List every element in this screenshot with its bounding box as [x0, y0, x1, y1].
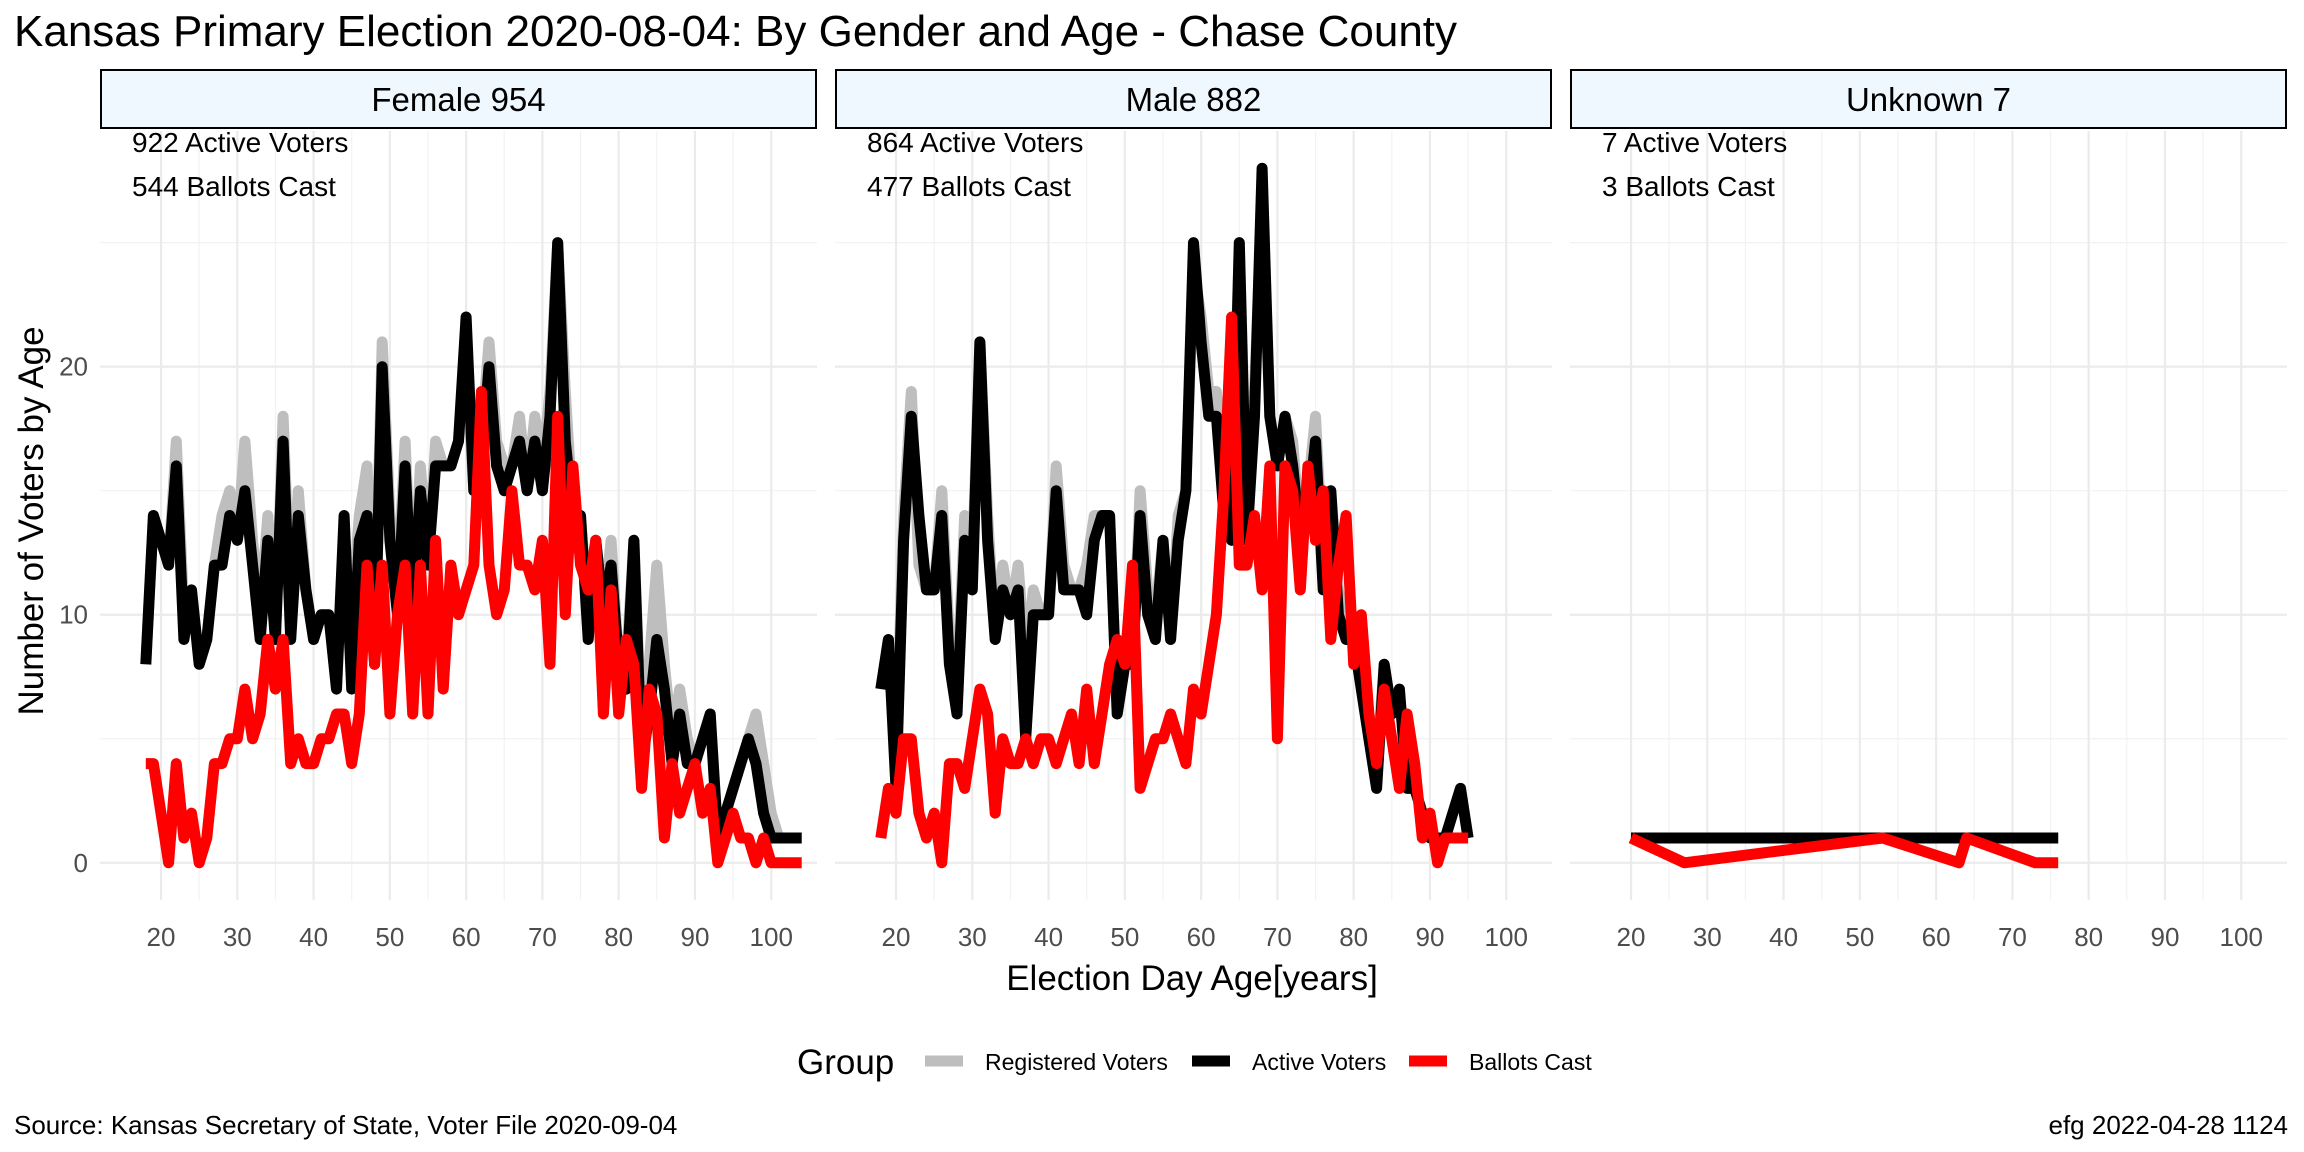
x-tick-label: 20 — [882, 922, 911, 952]
legend: Group Registered Voters Active Voters Ba… — [797, 1043, 1592, 1082]
x-tick-label: 20 — [1617, 922, 1646, 952]
facet-strip — [1570, 69, 2287, 129]
panels: Female 954 922 Active Voters 544 Ballots C… — [59, 69, 2287, 952]
panel-male: Male 882 864 Active Voters 477 Ballots Cas… — [835, 69, 1552, 952]
chart-title: Kansas Primary Election 2020-08-04: By G… — [14, 7, 1457, 56]
x-tick-label: 50 — [1845, 922, 1874, 952]
x-tick-label: 70 — [528, 922, 557, 952]
legend-label-active-voters: Active Voters — [1252, 1049, 1386, 1075]
source-caption: Source: Kansas Secretary of State, Voter… — [14, 1110, 677, 1140]
x-tick-label: 30 — [958, 922, 987, 952]
x-tick-label: 80 — [604, 922, 633, 952]
panel-unknown: Unknown 7 7 Active Voters 3 Ballots Cast 20… — [1570, 69, 2287, 952]
x-axis-title: Election Day Age[years] — [1006, 959, 1378, 998]
x-tick-label: 50 — [1110, 922, 1139, 952]
panel-annotation: 477 Ballots Cast — [867, 171, 1071, 202]
series-line-ballots-cast — [1628, 832, 2059, 869]
panel-annotation: 864 Active Voters — [867, 127, 1083, 158]
credit-caption: efg 2022-04-28 1124 — [2049, 1110, 2289, 1140]
x-tick-label: 40 — [1034, 922, 1063, 952]
legend-title: Group — [797, 1043, 894, 1082]
x-tick-label: 40 — [1769, 922, 1798, 952]
x-tick-label: 60 — [1187, 922, 1216, 952]
panel-female: Female 954 922 Active Voters 544 Ballots C… — [100, 69, 817, 952]
x-tick-label: 90 — [680, 922, 709, 952]
legend-label-ballots-cast: Ballots Cast — [1469, 1049, 1592, 1075]
x-tick-label: 70 — [1263, 922, 1292, 952]
x-tick-label: 100 — [2220, 922, 2263, 952]
y-axis-title: Number of Voters by Age — [12, 326, 51, 715]
x-tick-label: 60 — [1922, 922, 1951, 952]
x-tick-label: 90 — [2150, 922, 2179, 952]
panel-annotation: 544 Ballots Cast — [132, 171, 336, 202]
panel-annotation: 3 Ballots Cast — [1602, 171, 1775, 202]
legend-label-registered-voters: Registered Voters — [985, 1049, 1168, 1075]
x-tick-label: 60 — [452, 922, 481, 952]
panel-annotation: 922 Active Voters — [132, 127, 348, 158]
x-tick-label: 30 — [1693, 922, 1722, 952]
x-tick-label: 40 — [299, 922, 328, 952]
facet-strip-label: Male 882 — [1126, 81, 1262, 118]
facet-strip — [835, 69, 1552, 129]
series-line-ballots-cast — [145, 386, 802, 869]
x-tick-label: 100 — [1485, 922, 1528, 952]
y-tick-label: 10 — [59, 600, 88, 630]
x-tick-label: 80 — [2074, 922, 2103, 952]
x-tick-label: 20 — [147, 922, 176, 952]
series-line-ballots-cast — [875, 311, 1469, 869]
facet-strip — [100, 69, 817, 129]
x-tick-label: 100 — [750, 922, 793, 952]
x-tick-label: 30 — [223, 922, 252, 952]
facet-strip-label: Unknown 7 — [1846, 81, 2011, 118]
x-tick-label: 50 — [375, 922, 404, 952]
x-tick-label: 70 — [1998, 922, 2027, 952]
x-tick-label: 80 — [1339, 922, 1368, 952]
x-tick-label: 90 — [1415, 922, 1444, 952]
panel-annotation: 7 Active Voters — [1602, 127, 1787, 158]
y-tick-label: 20 — [59, 352, 88, 382]
y-tick-label: 0 — [74, 848, 88, 878]
facet-strip-label: Female 954 — [371, 81, 545, 118]
